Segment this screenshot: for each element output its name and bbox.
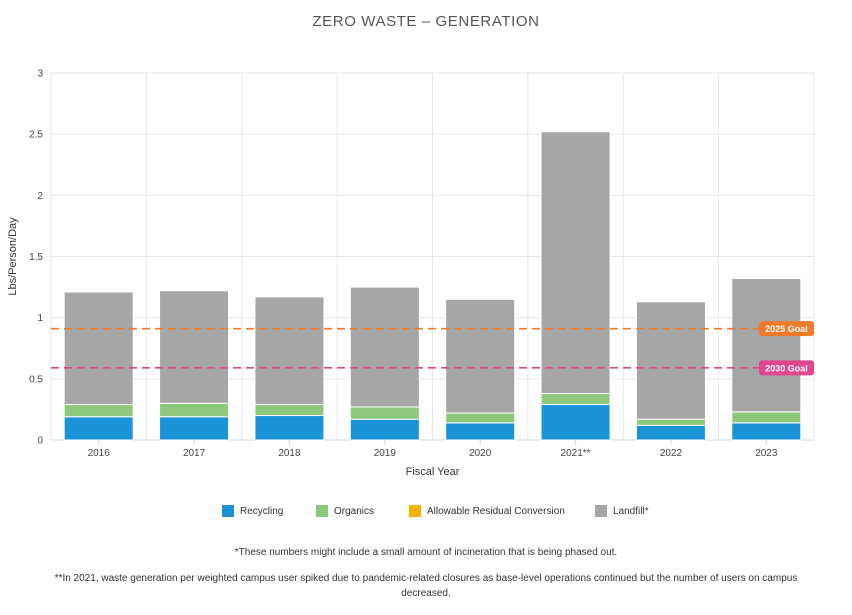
- bar-recycling-2016: [63, 416, 134, 441]
- bar-recycling-2022: [635, 424, 706, 441]
- x-tick-label: 2019: [374, 448, 397, 459]
- legend-label: Allowable Residual Conversion: [427, 505, 565, 517]
- footnote-incineration: *These numbers might include a small amo…: [234, 547, 618, 558]
- legend-swatch: [222, 505, 234, 517]
- bar-landfill--2023: [731, 278, 802, 413]
- stacked-bar-chart: 0 0.5 1 1.5 2 2.5 3 2016 2017 2018 2019 2020 2021** 2…: [7, 69, 815, 478]
- x-tick-label: 2023: [755, 448, 778, 459]
- bar-organics-2022: [635, 418, 706, 426]
- legend-item[interactable]: Organics: [316, 505, 374, 517]
- x-tick-label: 2017: [183, 448, 206, 459]
- y-tick-label: 0.5: [29, 374, 43, 385]
- legend-item[interactable]: Recycling: [222, 505, 283, 517]
- bar-recycling-2019: [349, 418, 420, 441]
- bar-landfill--2019: [349, 286, 420, 408]
- legend-label: Recycling: [240, 505, 284, 517]
- y-tick-label: 2: [37, 191, 43, 202]
- goal-badge: [759, 321, 814, 337]
- goal-label: 2030 Goal: [765, 363, 808, 373]
- goal-badge: [759, 360, 814, 376]
- bar-organics-2020: [445, 412, 516, 424]
- y-tick-label: 0: [37, 436, 43, 447]
- x-tick-label: 2018: [278, 448, 301, 459]
- bar-organics-2016: [63, 404, 134, 418]
- bar-organics-2023: [731, 411, 802, 424]
- x-tick-label: 2016: [88, 448, 111, 459]
- x-tick-label: 2022: [660, 448, 683, 459]
- x-tick-label: 2020: [469, 448, 492, 459]
- bar-landfill--2020: [445, 298, 516, 414]
- bar-recycling-2020: [445, 422, 516, 441]
- bar-recycling-2023: [731, 422, 802, 441]
- legend-swatch: [595, 505, 607, 517]
- legend-swatch: [316, 505, 328, 517]
- bar-landfill--2018: [254, 296, 325, 406]
- y-tick-label: 2.5: [29, 130, 43, 141]
- legend-item[interactable]: Landfill*: [595, 505, 649, 517]
- bar-organics-2018: [254, 404, 325, 417]
- bar-organics-2017: [159, 402, 230, 418]
- y-tick-label: 3: [37, 69, 43, 80]
- bar-landfill--2017: [159, 290, 230, 404]
- goal-label: 2025 Goal: [765, 324, 808, 334]
- legend-label: Organics: [334, 505, 375, 517]
- bar-recycling-2017: [159, 416, 230, 441]
- y-tick-label: 1.5: [29, 252, 43, 263]
- bar-landfill--2022: [635, 301, 706, 420]
- legend-label: Landfill*: [613, 505, 649, 517]
- y-tick-label: 1: [37, 313, 43, 324]
- legend-swatch: [409, 505, 421, 517]
- legend-item[interactable]: Allowable Residual Conversion: [409, 505, 565, 517]
- bar-landfill--2021: [540, 131, 611, 395]
- footnote-2021: **In 2021, waste generation per weighted…: [54, 573, 798, 599]
- bar-organics-2021: [540, 393, 611, 406]
- bar-organics-2019: [349, 406, 420, 420]
- bar-recycling-2018: [254, 415, 325, 441]
- bar-landfill--2016: [63, 291, 134, 406]
- chart-title: ZERO WASTE – GENERATION: [312, 13, 540, 30]
- x-tick-label: 2021**: [561, 448, 591, 459]
- x-axis-title: Fiscal Year: [406, 466, 460, 478]
- legend: Recycling Organics Allowable Residual Conv…: [0, 505, 852, 523]
- y-axis-title: Lbs/Person/Day: [7, 217, 19, 296]
- bar-recycling-2021: [540, 404, 611, 441]
